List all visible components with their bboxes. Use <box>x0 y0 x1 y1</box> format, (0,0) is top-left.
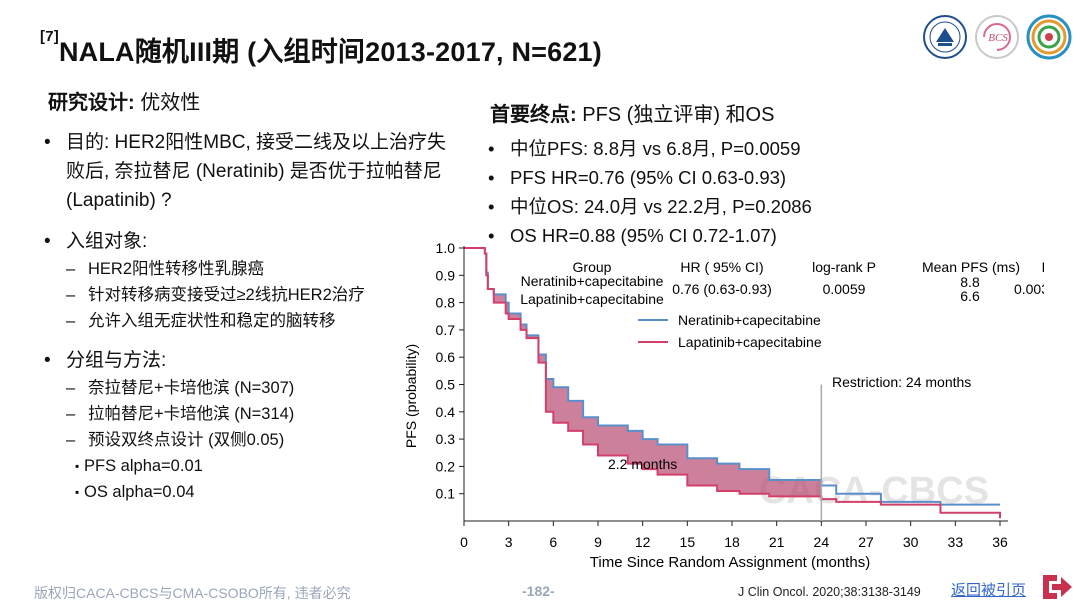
enrollment-item: 针对转移病变接受过≥2线抗HER2治疗 <box>44 282 464 308</box>
arm-item: 奈拉替尼+卡培他滨 (N=307) <box>44 375 464 401</box>
restriction-label: Restriction: 24 months <box>832 374 971 390</box>
table-hr-value: 0.76 (0.63-0.93) <box>672 281 772 297</box>
pfs-km-chart: CACA-CBCS 0 3 6 9 12 15 18 21 24 27 30 33 360.10.20.… <box>404 240 1044 571</box>
x-tick-label: 27 <box>858 534 874 550</box>
axes: 0 3 6 9 12 15 18 21 24 27 30 33 360.10.20.30.40.50.6… <box>436 240 1008 550</box>
y-tick-label: 0.5 <box>436 377 456 393</box>
design-bullets: 目的: HER2阳性MBC, 接受二线及以上治疗失败后, 奈拉替尼 (Nerat… <box>44 128 464 505</box>
endpoint-result-item: 中位OS: 24.0月 vs 22.2月, P=0.2086 <box>488 192 812 221</box>
table-header-logrank: log-rank P <box>812 259 876 275</box>
table-header-p: P <box>1042 259 1044 275</box>
table-mean-lapatinib: 6.6 <box>960 288 980 304</box>
x-tick-label: 36 <box>992 534 1008 550</box>
x-tick-label: 30 <box>903 534 919 550</box>
enrollment-item: HER2阳性转移性乳腺癌 <box>44 256 464 282</box>
alpha-item: PFS alpha=0.01 <box>44 453 464 479</box>
y-tick-label: 0.6 <box>436 349 456 365</box>
alpha-item: OS alpha=0.04 <box>44 479 464 505</box>
csobo-logo <box>1026 14 1072 60</box>
objective-item: 目的: HER2阳性MBC, 接受二线及以上治疗失败后, 奈拉替尼 (Nerat… <box>44 128 464 215</box>
arm-item: 拉帕替尼+卡培他滨 (N=314) <box>44 401 464 427</box>
difference-area <box>464 248 822 500</box>
series-line-neratinib <box>464 247 1000 506</box>
endpoint-value: PFS (独立评审) 和OS <box>576 104 775 126</box>
arms-heading: 分组与方法: <box>44 346 464 375</box>
endpoint-label: 首要终点: <box>490 104 577 126</box>
y-tick-label: 0.1 <box>436 486 456 502</box>
design-value: 优效性 <box>134 92 201 114</box>
study-design: 研究设计: 优效性 <box>48 86 200 115</box>
endpoint-results: 中位PFS: 8.8月 vs 6.8月, P=0.0059 PFS HR=0.7… <box>488 134 812 250</box>
x-tick-label: 0 <box>460 534 468 550</box>
x-tick-label: 15 <box>680 534 696 550</box>
enrollment-item: 允许入组无症状性和稳定的脑转移 <box>44 308 464 334</box>
y-tick-label: 0.9 <box>436 267 456 283</box>
slide-title: [7]NALA随机III期 (入组时间2013-2017, N=621) <box>40 28 602 69</box>
svg-text:BCS: BCS <box>988 32 1008 44</box>
table-group-neratinib: Neratinib+capecitabine <box>521 273 664 289</box>
back-link[interactable]: 返回被引页 <box>951 582 1027 599</box>
y-tick-label: 0.7 <box>436 322 456 338</box>
endpoint-result-item: PFS HR=0.76 (95% CI 0.63-0.93) <box>488 163 812 192</box>
title-reference: [7] <box>40 28 59 45</box>
design-label: 研究设计: <box>48 92 135 114</box>
x-axis-label: Time Since Random Assignment (months) <box>590 554 870 571</box>
enrollment-heading: 入组对象: <box>44 227 464 256</box>
y-axis-label: PFS (probability) <box>404 344 419 448</box>
return-arrow-icon[interactable] <box>1040 572 1074 602</box>
x-tick-label: 21 <box>769 534 785 550</box>
table-header-hr: HR ( 95% CI) <box>680 259 763 275</box>
x-tick-label: 9 <box>594 534 602 550</box>
table-group-lapatinib: Lapatinib+capecitabine <box>520 291 664 307</box>
endpoint-result-item: 中位PFS: 8.8月 vs 6.8月, P=0.0059 <box>488 134 812 163</box>
arm-item: 预设双终点设计 (双侧0.05) <box>44 427 464 453</box>
y-tick-label: 0.4 <box>436 404 456 420</box>
table-header-mean: Mean PFS (ms) <box>922 259 1020 275</box>
caca-logo <box>923 15 967 59</box>
endpoint-result-item: OS HR=0.88 (95% CI 0.72-1.07) <box>488 221 812 250</box>
difference-label: 2.2 months <box>608 456 677 472</box>
x-tick-label: 3 <box>505 534 513 550</box>
table-p-value: 0.003 <box>1014 281 1044 297</box>
x-tick-label: 33 <box>948 534 964 550</box>
x-tick-label: 6 <box>549 534 557 550</box>
table-mean-neratinib: 8.8 <box>960 274 980 290</box>
logo-group: BCS <box>922 14 1072 62</box>
page-number: -182- <box>522 583 555 599</box>
primary-endpoint: 首要终点: PFS (独立评审) 和OS <box>490 98 774 127</box>
y-tick-label: 0.3 <box>436 431 456 447</box>
copyright-notice: 版权归CACA-CBCS与CMA-CSOBO所有, 违者必究 <box>34 585 351 601</box>
x-tick-label: 18 <box>724 534 740 550</box>
difference-fill <box>464 248 822 500</box>
citation: J Clin Oncol. 2020;38:3138-3149 <box>738 585 921 599</box>
y-tick-label: 0.2 <box>436 458 456 474</box>
title-text: NALA随机III期 (入组时间2013-2017, N=621) <box>58 37 602 67</box>
y-tick-label: 0.8 <box>436 295 456 311</box>
x-tick-label: 12 <box>635 534 651 550</box>
table-header-group: Group <box>573 259 612 275</box>
legend-label-neratinib: Neratinib+capecitabine <box>678 312 821 328</box>
y-tick-label: 1.0 <box>436 240 456 256</box>
table-logrank-value: 0.0059 <box>823 281 866 297</box>
legend-label-lapatinib: Lapatinib+capecitabine <box>678 334 822 350</box>
bcs-logo: BCS <box>975 15 1019 59</box>
x-tick-label: 24 <box>814 534 830 550</box>
